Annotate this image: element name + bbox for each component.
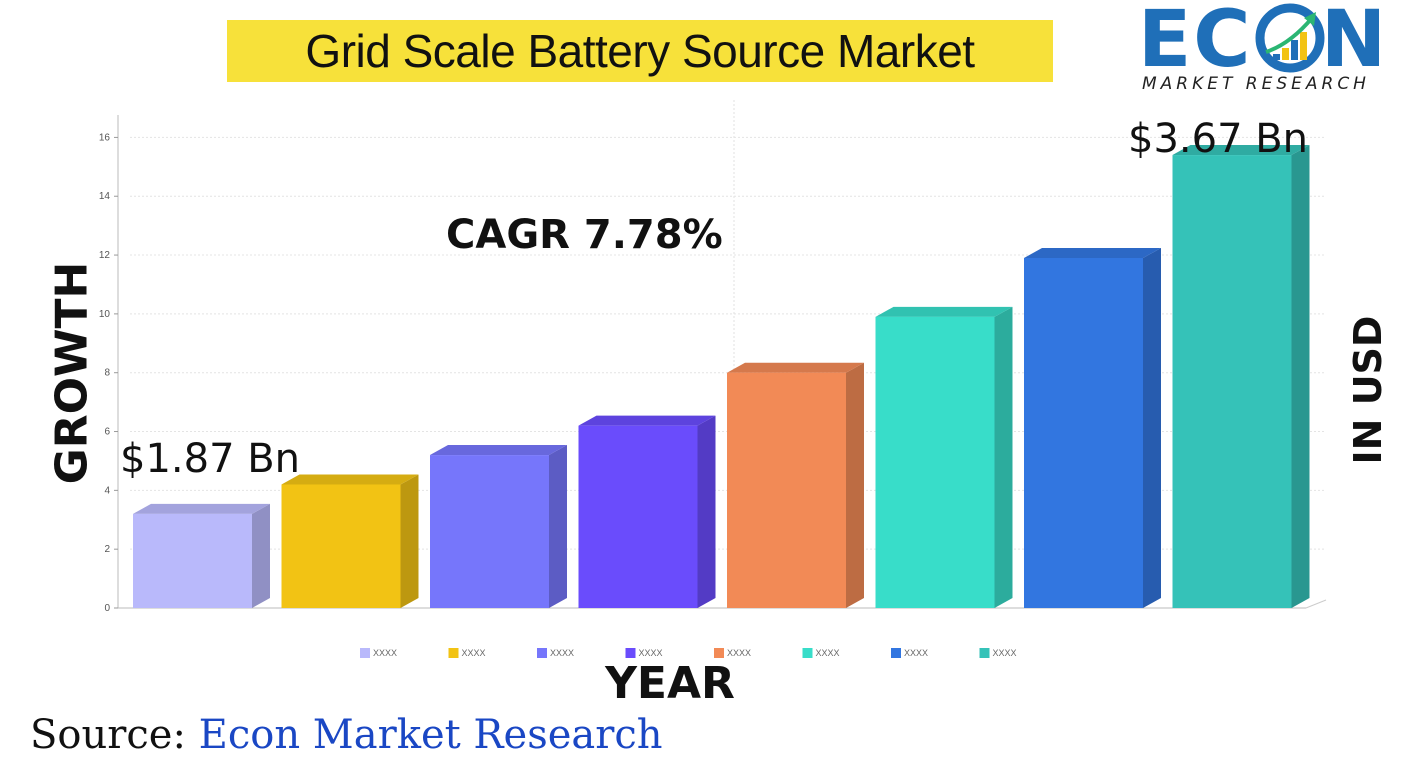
- bar-side: [549, 445, 567, 608]
- chart-bars: [133, 145, 1310, 608]
- econ-logo: ECON MARKET RESEARCH: [1138, 0, 1400, 98]
- bar-top: [1172, 145, 1310, 156]
- bar-group: [875, 306, 1013, 608]
- legend-label: XXXX: [462, 648, 486, 658]
- bar-side: [846, 362, 864, 608]
- legend-swatch: [625, 648, 636, 658]
- legend-swatch: [537, 648, 547, 658]
- end-value-label: $3.67 Bn: [1128, 116, 1309, 162]
- logo-bar: [1273, 54, 1280, 60]
- legend-swatch: [891, 648, 901, 658]
- bar-top: [727, 362, 864, 373]
- bar-group: [430, 445, 567, 608]
- cagr-annotation: CAGR 7.78%: [446, 212, 723, 258]
- bar: [578, 425, 698, 608]
- y-axis-ticks: 0 2 4 6 8 10 12 14 16: [99, 132, 118, 614]
- source-name: Econ Market Research: [198, 712, 663, 758]
- title-banner: Grid Scale Battery Source Market: [227, 20, 1053, 82]
- y-tick-label: 8: [104, 368, 110, 379]
- bar-top: [1024, 248, 1161, 258]
- bar-side: [252, 503, 270, 608]
- bar-group: [281, 474, 419, 608]
- legend-label: XXXX: [816, 648, 840, 658]
- bar: [875, 316, 995, 608]
- bar-top: [875, 306, 1013, 317]
- bar-top: [430, 445, 567, 456]
- bar-group: [727, 362, 864, 608]
- bar-top: [133, 503, 270, 514]
- bar-side: [697, 415, 716, 608]
- start-value-label: $1.87 Bn: [120, 436, 301, 482]
- legend-label: XXXX: [993, 648, 1017, 658]
- y-tick-label: 10: [99, 309, 111, 320]
- legend-swatch: [802, 648, 813, 658]
- bar-side: [1291, 145, 1310, 608]
- bar: [727, 372, 846, 608]
- y-tick-label: 16: [99, 132, 111, 143]
- legend-label: XXXX: [550, 648, 574, 658]
- logo-bar: [1291, 40, 1298, 60]
- logo-arrowhead: [1304, 12, 1316, 26]
- bar: [1172, 155, 1292, 608]
- logo-subtitle: MARKET RESEARCH: [1142, 74, 1370, 94]
- bar-side: [400, 474, 419, 608]
- bar-top: [578, 415, 716, 426]
- y-axis-label: GROWTH: [46, 261, 98, 485]
- legend-label: XXXX: [727, 648, 751, 658]
- legend-label: XXXX: [373, 648, 397, 658]
- y-axis-right-label: IN USD: [1346, 315, 1390, 465]
- y-tick-label: 0: [104, 603, 110, 614]
- chart-title: Grid Scale Battery Source Market: [305, 25, 975, 77]
- legend-swatch: [360, 648, 370, 658]
- bar-group: [1024, 248, 1161, 608]
- bar: [133, 513, 252, 608]
- bar: [1024, 258, 1143, 608]
- source-line: Source: Econ Market Research: [30, 712, 663, 758]
- legend-label: XXXX: [904, 648, 928, 658]
- bar-side: [1143, 248, 1161, 608]
- y-tick-label: 14: [99, 191, 111, 202]
- logo-arrow: [1265, 16, 1314, 54]
- legend-label: XXXX: [639, 648, 663, 658]
- bar: [281, 484, 401, 608]
- logo-bar: [1300, 32, 1307, 60]
- source-prefix: Source:: [30, 712, 186, 758]
- bar-group: [133, 503, 270, 608]
- x-axis-label: YEAR: [605, 658, 735, 709]
- y-tick-label: 12: [99, 250, 111, 261]
- bar-top: [281, 474, 419, 485]
- bar: [430, 455, 549, 608]
- legend-swatch: [979, 648, 990, 658]
- legend-swatch: [714, 648, 724, 658]
- bar-group: [1172, 145, 1310, 608]
- bar-group: [578, 415, 716, 608]
- logo-bar: [1282, 48, 1289, 60]
- y-tick-label: 6: [104, 427, 110, 438]
- chart-legend: XXXX XXXX XXXX XXXX XXXX XXXX XXXX XXXX: [360, 648, 1017, 658]
- legend-swatch: [448, 648, 459, 658]
- logo-chart-icon: [1255, 3, 1325, 73]
- bar-side: [994, 306, 1013, 608]
- y-tick-label: 2: [104, 544, 110, 555]
- x-axis-depth-line: [1305, 599, 1327, 609]
- y-tick-label: 4: [104, 485, 110, 496]
